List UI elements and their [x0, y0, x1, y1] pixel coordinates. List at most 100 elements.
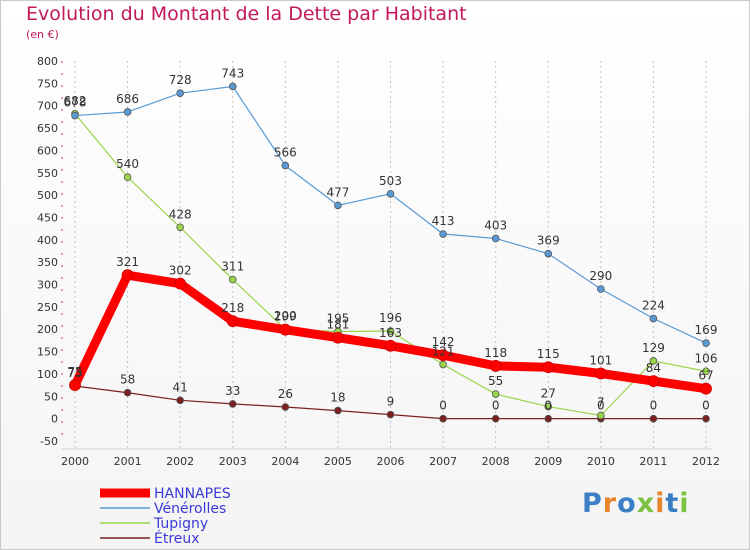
data-point — [281, 403, 290, 411]
data-label: 196 — [379, 311, 402, 325]
data-label: 290 — [589, 269, 612, 283]
y-tick-label: 100 — [37, 368, 58, 381]
data-point — [439, 230, 447, 238]
data-label: 142 — [432, 335, 455, 349]
data-point — [71, 111, 79, 120]
data-point — [700, 382, 712, 395]
data-point — [491, 390, 500, 398]
y-tick-label: 0 — [51, 413, 58, 426]
data-label: 218 — [221, 301, 244, 315]
data-label: 169 — [695, 323, 718, 337]
data-label: 302 — [169, 264, 192, 278]
y-tick-label: 300 — [37, 279, 58, 292]
data-point — [174, 277, 187, 290]
data-point — [649, 357, 658, 365]
chart-subtitle: (en €) — [26, 28, 59, 41]
data-point — [121, 269, 134, 282]
y-tick-label: 50 — [44, 390, 58, 403]
data-label: 540 — [116, 157, 139, 171]
logo-letter: r — [602, 488, 618, 519]
axes — [61, 61, 712, 450]
data-label: 0 — [544, 399, 552, 413]
data-label: 181 — [326, 318, 349, 332]
grid — [74, 61, 707, 449]
y-tick-label: 700 — [37, 100, 58, 113]
y-axis-ticks: -50 0 50 100 150 200 250 300 350 400 450 500 550 600 6… — [37, 55, 58, 448]
data-label: 477 — [326, 185, 349, 199]
data-label: 73 — [67, 366, 82, 380]
x-tick-label: 2002 — [166, 455, 194, 468]
data-point — [386, 189, 395, 198]
data-point — [439, 360, 447, 369]
x-axis-ticks: 2000 2001 2002 2003 2004 2005 2006 2007 2008 2009… — [61, 455, 720, 468]
logo-letter: P — [582, 488, 603, 519]
y-tick-label: 800 — [37, 55, 58, 68]
data-point — [491, 414, 500, 423]
data-point — [228, 400, 237, 408]
data-point — [702, 414, 710, 423]
data-point — [123, 388, 132, 397]
data-point — [542, 361, 555, 374]
data-point — [491, 234, 500, 243]
x-tick-label: 2004 — [271, 455, 299, 468]
data-label: 743 — [221, 66, 244, 80]
data-point — [279, 323, 292, 336]
data-label: 121 — [432, 345, 455, 359]
data-label: 33 — [225, 384, 240, 398]
x-tick-label: 2000 — [61, 455, 89, 468]
proxiti-logo: Proxiti — [582, 488, 690, 519]
x-tick-label: 2006 — [377, 455, 405, 468]
data-label: 686 — [116, 92, 139, 106]
legend-label: Vénérolles — [154, 501, 226, 517]
y-tick-label: 400 — [37, 234, 58, 247]
data-label: 0 — [702, 399, 710, 413]
data-label: 321 — [116, 255, 139, 269]
data-point — [702, 339, 710, 347]
data-label: 0 — [492, 399, 500, 413]
data-point — [334, 406, 342, 415]
data-label: 67 — [698, 369, 713, 383]
logo-letter: x — [636, 488, 656, 519]
y-tick-label: 250 — [37, 301, 58, 314]
y-tick-label: 450 — [37, 211, 58, 224]
data-point — [544, 414, 553, 423]
data-point — [69, 379, 81, 392]
data-label: 369 — [537, 234, 560, 248]
data-label: 403 — [484, 218, 507, 232]
data-label: 101 — [589, 353, 612, 367]
series-lines — [69, 82, 712, 423]
x-tick-label: 2010 — [587, 455, 615, 468]
data-label: 0 — [439, 399, 447, 413]
logo-letter: i — [655, 488, 666, 519]
data-point — [226, 315, 239, 328]
data-label: 26 — [278, 387, 293, 401]
legend-label: Étreux — [154, 530, 200, 547]
data-point — [702, 367, 710, 376]
x-tick-label: 2011 — [639, 455, 667, 468]
y-tick-label: 650 — [37, 122, 58, 135]
logo-letter: t — [665, 488, 680, 519]
y-tick-label: 500 — [37, 189, 58, 202]
data-label: 84 — [646, 361, 661, 375]
data-point — [228, 275, 237, 284]
data-point — [489, 359, 502, 372]
data-point — [332, 331, 344, 344]
data-label: 75 — [67, 365, 82, 379]
y-tick-label: 150 — [37, 346, 58, 359]
x-tick-label: 2003 — [219, 455, 247, 468]
data-label: 7 — [597, 396, 605, 410]
data-label: 58 — [120, 373, 135, 387]
legend-label: HANNAPES — [154, 486, 231, 502]
data-label: 503 — [379, 174, 402, 188]
data-label: 566 — [274, 146, 297, 160]
data-label: 195 — [326, 311, 349, 325]
x-tick-label: 2007 — [429, 455, 457, 468]
data-point — [228, 82, 237, 91]
data-point — [176, 396, 184, 405]
data-label: 115 — [537, 347, 560, 361]
y-tick-label: 350 — [37, 256, 58, 269]
data-point — [123, 108, 132, 116]
